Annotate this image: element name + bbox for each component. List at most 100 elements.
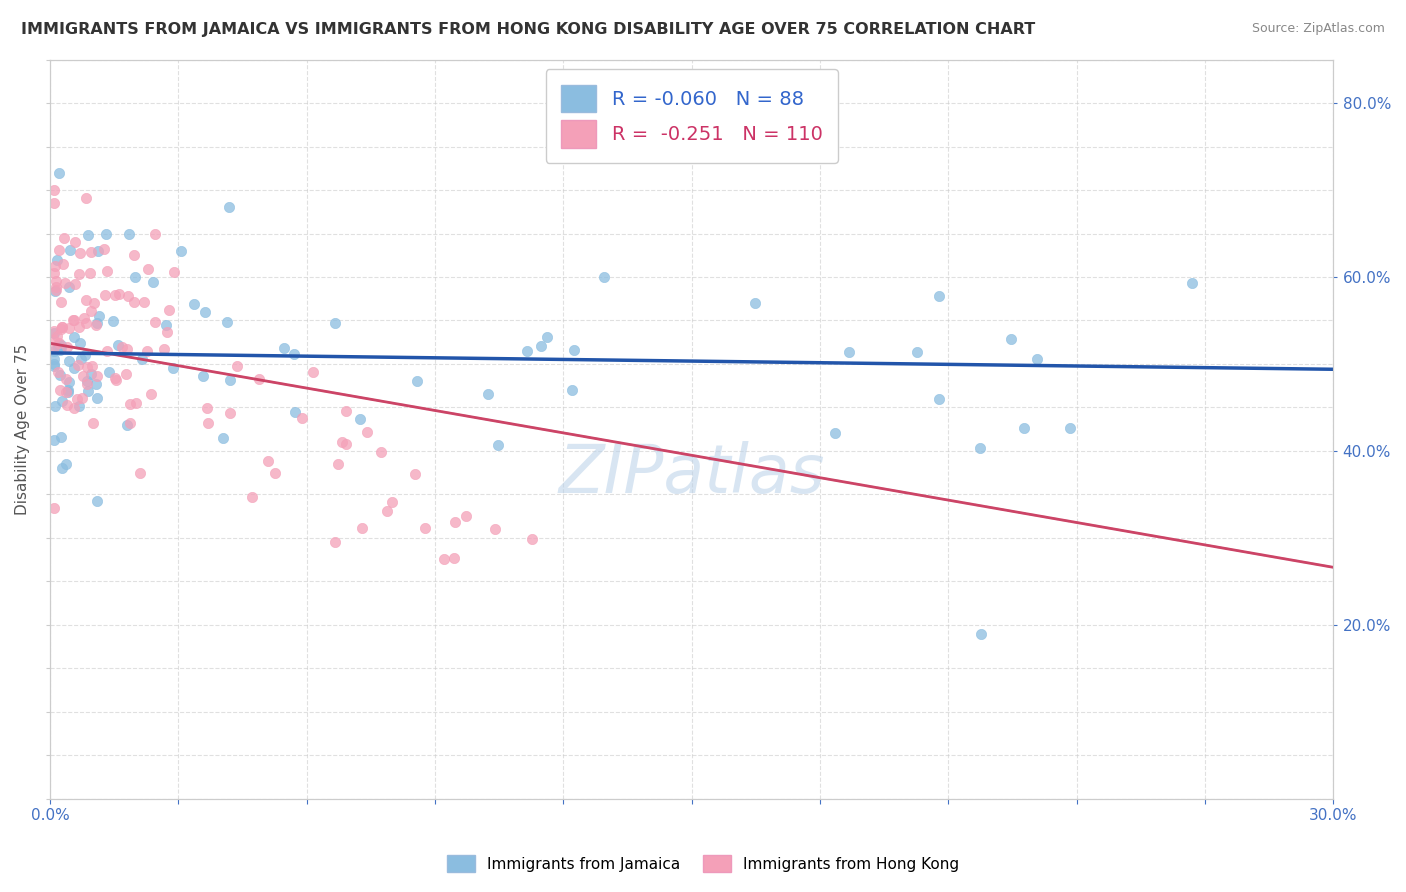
Point bbox=[1025, 351, 1047, 366]
Point bbox=[335, 404, 357, 418]
Point bbox=[69, 246, 91, 260]
Point bbox=[75, 316, 97, 330]
Point bbox=[302, 365, 325, 379]
Point bbox=[55, 385, 77, 400]
Point bbox=[86, 318, 108, 332]
Point bbox=[1000, 332, 1022, 346]
Point bbox=[80, 244, 103, 259]
Point bbox=[44, 196, 66, 211]
Point bbox=[44, 399, 66, 413]
Point bbox=[52, 231, 75, 245]
Point bbox=[194, 304, 217, 318]
Point bbox=[62, 330, 84, 344]
Point bbox=[124, 270, 146, 285]
Point bbox=[143, 227, 166, 242]
Point bbox=[63, 277, 86, 292]
Point bbox=[63, 235, 86, 249]
Point bbox=[218, 201, 240, 215]
Point bbox=[76, 228, 98, 243]
Point bbox=[335, 437, 357, 451]
Point bbox=[94, 288, 117, 302]
Point bbox=[838, 344, 860, 359]
Point bbox=[58, 280, 80, 294]
Point bbox=[104, 373, 127, 387]
Point bbox=[44, 501, 66, 516]
Point bbox=[155, 318, 177, 332]
Point bbox=[55, 457, 77, 471]
Point bbox=[561, 383, 583, 397]
Point bbox=[225, 359, 247, 373]
Point bbox=[134, 294, 156, 309]
Point bbox=[56, 384, 79, 399]
Point bbox=[67, 399, 90, 413]
Point bbox=[76, 360, 98, 375]
Point bbox=[44, 333, 66, 347]
Point bbox=[162, 360, 184, 375]
Point bbox=[51, 393, 73, 408]
Point bbox=[1012, 421, 1035, 435]
Point bbox=[48, 338, 70, 352]
Point bbox=[404, 467, 426, 482]
Point bbox=[49, 338, 72, 352]
Point bbox=[75, 191, 97, 205]
Point bbox=[136, 261, 159, 276]
Point bbox=[122, 294, 145, 309]
Point bbox=[970, 626, 993, 640]
Point bbox=[350, 521, 373, 535]
Point bbox=[49, 341, 72, 355]
Point bbox=[67, 267, 90, 281]
Point bbox=[44, 357, 66, 371]
Point bbox=[86, 493, 108, 508]
Legend: Immigrants from Jamaica, Immigrants from Hong Kong: Immigrants from Jamaica, Immigrants from… bbox=[440, 847, 966, 880]
Point bbox=[76, 376, 98, 391]
Point bbox=[486, 438, 509, 452]
Point bbox=[349, 412, 371, 426]
Point bbox=[44, 434, 66, 448]
Point bbox=[104, 287, 127, 301]
Point bbox=[45, 283, 67, 297]
Point bbox=[56, 397, 79, 411]
Point bbox=[55, 372, 77, 386]
Point bbox=[516, 343, 538, 358]
Point bbox=[283, 347, 305, 361]
Point bbox=[76, 374, 98, 388]
Point bbox=[139, 387, 162, 401]
Point bbox=[58, 320, 80, 334]
Point bbox=[44, 259, 66, 273]
Point bbox=[744, 296, 766, 310]
Point bbox=[477, 386, 499, 401]
Point bbox=[87, 309, 110, 323]
Point bbox=[49, 322, 72, 336]
Point bbox=[48, 383, 70, 397]
Point bbox=[48, 343, 70, 358]
Point bbox=[131, 352, 153, 367]
Point bbox=[46, 365, 69, 379]
Point bbox=[63, 401, 86, 416]
Point bbox=[49, 368, 72, 383]
Point bbox=[86, 391, 108, 405]
Point bbox=[115, 417, 138, 432]
Point bbox=[520, 533, 543, 547]
Point bbox=[67, 320, 90, 334]
Point bbox=[58, 375, 80, 389]
Point bbox=[79, 266, 101, 280]
Point bbox=[44, 284, 66, 298]
Point bbox=[83, 296, 105, 310]
Point bbox=[443, 551, 465, 566]
Text: IMMIGRANTS FROM JAMAICA VS IMMIGRANTS FROM HONG KONG DISABILITY AGE OVER 75 CORR: IMMIGRANTS FROM JAMAICA VS IMMIGRANTS FR… bbox=[21, 22, 1035, 37]
Point bbox=[96, 264, 118, 278]
Point bbox=[86, 316, 108, 330]
Point bbox=[56, 383, 79, 397]
Point bbox=[219, 373, 242, 387]
Point bbox=[824, 425, 846, 440]
Point bbox=[163, 265, 186, 279]
Point bbox=[98, 365, 121, 379]
Point bbox=[117, 289, 139, 303]
Point bbox=[52, 257, 75, 271]
Point bbox=[58, 354, 80, 368]
Point bbox=[44, 352, 66, 367]
Point bbox=[323, 534, 346, 549]
Point bbox=[108, 286, 131, 301]
Point bbox=[247, 371, 270, 385]
Point bbox=[46, 340, 69, 354]
